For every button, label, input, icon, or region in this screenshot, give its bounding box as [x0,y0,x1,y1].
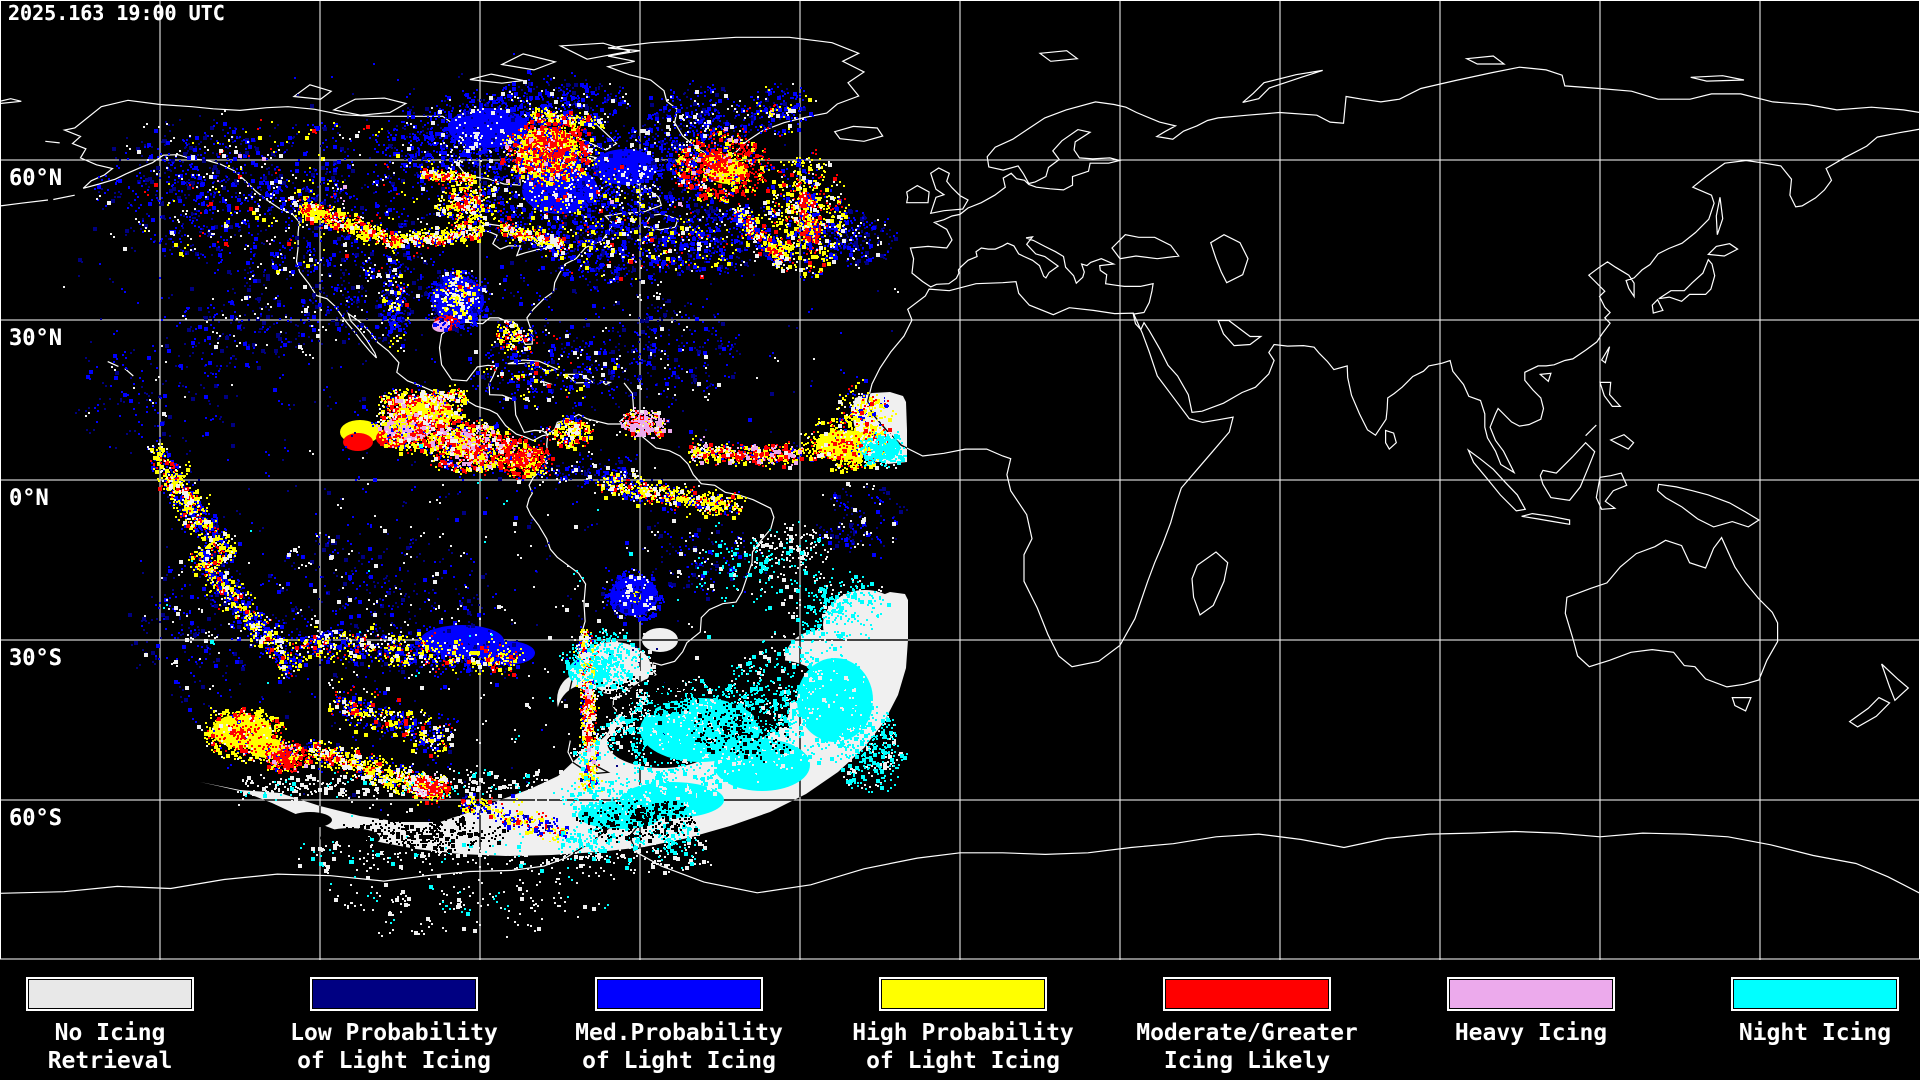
lat-label-30n: 30°N [9,326,62,351]
low-prob-swatch [310,977,478,1011]
legend-item-low-prob: Low Probability of Light Icing [254,960,534,1080]
legend-item-no-icing: No Icing Retrieval [0,960,250,1080]
legend-label: of Light Icing [582,1048,776,1074]
legend-label: of Light Icing [297,1048,491,1074]
legend-label: Med.Probability [575,1020,783,1046]
lat-label-60n: 60°N [9,166,62,191]
map-canvas [0,0,1920,968]
legend-label: Heavy Icing [1454,1020,1608,1046]
legend-label: Low Probability [290,1020,498,1046]
no-icing-swatch [26,977,194,1011]
legend-label: Icing Likely [1163,1048,1331,1074]
heavy-icing-swatch [1447,977,1615,1011]
legend-item-moderate: Moderate/Greater Icing Likely [1107,960,1387,1080]
legend-item-night: Night Icing [1675,960,1920,1080]
timestamp-label: 2025.163 19:00 UTC [8,1,225,25]
legend-label: No Icing [54,1020,166,1046]
legend-label [1675,1047,1920,1075]
lat-label-0n: 0°N [9,486,49,511]
legend-label: Night Icing [1738,1020,1892,1046]
moderate-swatch [1163,977,1331,1011]
legend-item-high-prob: High Probability of Light Icing [823,960,1103,1080]
lat-label-30s: 30°S [9,646,62,671]
legend-label [1391,1047,1671,1075]
legend-label: Moderate/Greater [1136,1020,1358,1046]
legend: No Icing Retrieval Low Probability of Li… [0,960,1920,1080]
legend-item-heavy: Heavy Icing [1391,960,1671,1080]
legend-label: of Light Icing [866,1048,1060,1074]
lat-label-60s: 60°S [9,806,62,831]
night-icing-swatch [1731,977,1899,1011]
legend-label: High Probability [852,1020,1074,1046]
high-prob-swatch [879,977,1047,1011]
med-prob-swatch [595,977,763,1011]
legend-label: Retrieval [47,1048,173,1074]
world-map: 2025.163 19:00 UTC 60°N 30°N 0°N 30°S 60… [0,0,1920,968]
legend-item-med-prob: Med.Probability of Light Icing [539,960,819,1080]
